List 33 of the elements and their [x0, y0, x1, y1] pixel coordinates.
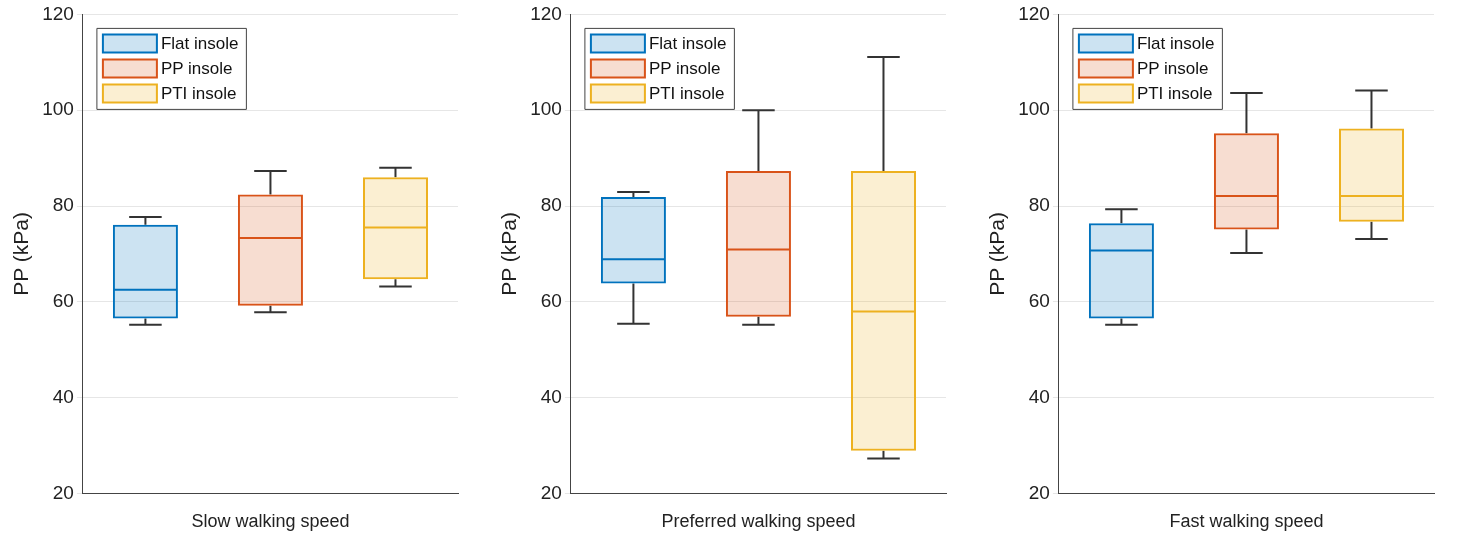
y-tick-label: 20	[540, 481, 562, 503]
y-tick-label: 60	[52, 290, 74, 312]
y-tick-label: 40	[540, 385, 562, 407]
legend-label: PTI insole	[160, 83, 237, 103]
legend-label: PTI insole	[1136, 83, 1213, 103]
y-axis-title: PP (kPa)	[985, 212, 1009, 296]
y-tick-label: 100	[1018, 98, 1050, 120]
legend-label: PP insole	[160, 58, 233, 78]
y-tick-label: 20	[52, 481, 74, 503]
y-tick-label: 80	[1028, 194, 1050, 216]
legend-label: PTI insole	[648, 83, 725, 103]
x-tick-label: Preferred walking speed	[661, 511, 856, 532]
y-tick-label: 20	[1028, 481, 1050, 503]
y-tick-label: 60	[540, 290, 562, 312]
y-tick-label: 80	[52, 194, 74, 216]
x-tick-label: Slow walking speed	[191, 511, 350, 532]
y-tick-label: 100	[42, 98, 74, 120]
x-tick-label: Fast walking speed	[1169, 511, 1324, 532]
y-axis-title: PP (kPa)	[9, 212, 33, 296]
y-tick-label: 60	[1028, 290, 1050, 312]
legend-label: PP insole	[648, 58, 721, 78]
legend-label: Flat insole	[1136, 33, 1215, 53]
y-tick-label: 120	[530, 2, 562, 24]
legend-label: Flat insole	[160, 33, 239, 53]
y-tick-label: 40	[1028, 385, 1050, 407]
legend-label: PP insole	[1136, 58, 1209, 78]
y-tick-label: 120	[1018, 2, 1050, 24]
y-tick-label: 40	[52, 385, 74, 407]
legend-label: Flat insole	[648, 33, 727, 53]
y-tick-label: 100	[530, 98, 562, 120]
y-tick-label: 120	[42, 2, 74, 24]
y-tick-label: 80	[540, 194, 562, 216]
y-axis-title: PP (kPa)	[497, 212, 521, 296]
